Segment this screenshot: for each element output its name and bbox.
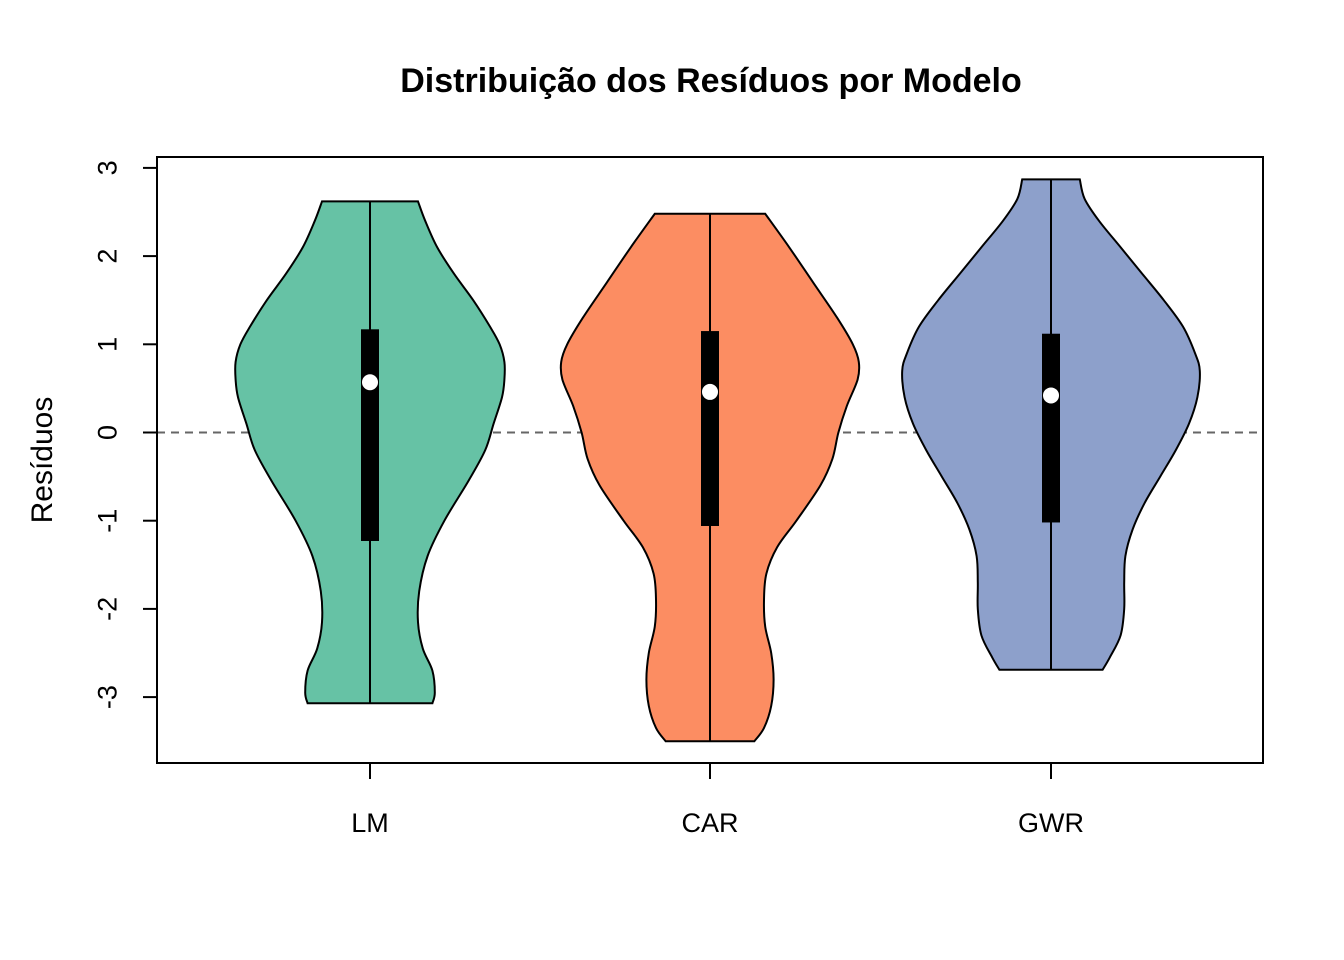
y-tick-label: 2 <box>92 249 122 264</box>
y-tick-label: -2 <box>92 597 122 621</box>
y-tick-label: 3 <box>92 160 122 175</box>
y-tick-label: -3 <box>92 685 122 709</box>
violin-car <box>559 212 861 743</box>
median-point <box>362 374 378 391</box>
x-tick-label: LM <box>351 808 389 838</box>
iqr-box <box>701 331 719 526</box>
y-tick-label: -1 <box>92 509 122 533</box>
chart-title: Distribuição dos Resíduos por Modelo <box>400 62 1022 100</box>
y-axis-label: Resíduos <box>26 397 59 524</box>
axes: -3 -2 -1 0 1 2 3 LM CAR GWR <box>92 156 1264 838</box>
y-tick-label: 0 <box>92 425 122 440</box>
median-point <box>702 383 718 400</box>
violin-gwr <box>901 178 1201 671</box>
plot-area <box>157 178 1263 743</box>
iqr-box <box>1042 333 1060 523</box>
x-tick-label: GWR <box>1018 808 1084 838</box>
median-point <box>1043 387 1059 404</box>
y-tick-label: 1 <box>92 337 122 352</box>
iqr-box <box>361 329 379 541</box>
x-tick-label: CAR <box>681 808 738 838</box>
violin-lm <box>234 200 506 705</box>
